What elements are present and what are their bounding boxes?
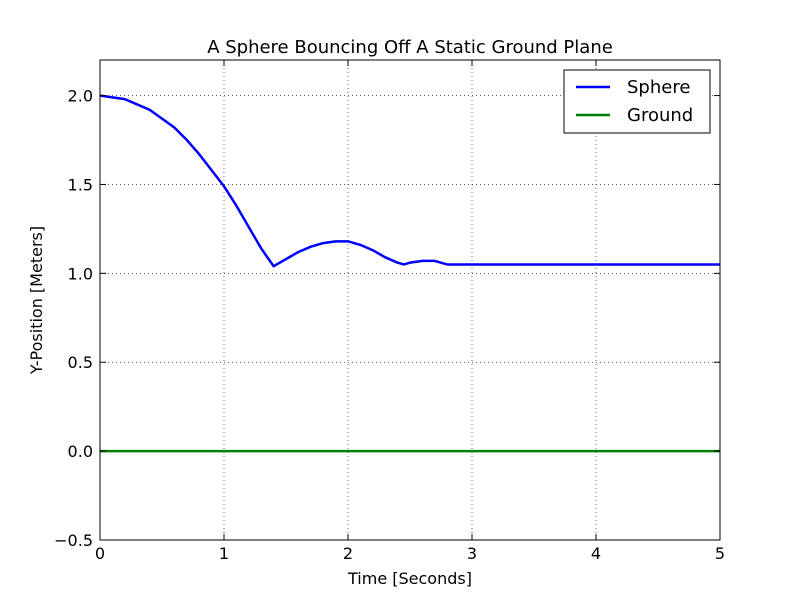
chart-title: A Sphere Bouncing Off A Static Ground Pl… <box>207 37 613 58</box>
legend-label-sphere: Sphere <box>627 77 690 98</box>
y-tick-label: 0.0 <box>68 442 93 461</box>
y-axis-label: Y-Position [Meters] <box>27 226 46 375</box>
y-tick-label: 1.5 <box>68 175 93 194</box>
plot-frame <box>99 59 721 541</box>
legend-box <box>563 69 711 134</box>
x-axis-label: Time [Seconds] <box>347 569 472 588</box>
x-tick-label: 2 <box>343 544 353 563</box>
x-tick-label: 4 <box>591 544 601 563</box>
series-line-sphere <box>99 94 720 268</box>
y-tick-label: 1.0 <box>68 264 93 283</box>
y-tick-label: −0.5 <box>54 531 93 550</box>
y-tick-label: 2.0 <box>68 87 93 106</box>
x-tick-label: 0 <box>95 544 105 563</box>
x-tick-label: 3 <box>467 544 477 563</box>
axis-ticks: 0 1 2 3 4 5 −0.5 0.0 0.5 1.0 1.5 2.0 <box>54 60 725 563</box>
series-lines <box>99 94 720 453</box>
x-tick-label: 5 <box>715 544 725 563</box>
legend-label-ground: Ground <box>627 105 693 126</box>
legend: Sphere Ground <box>563 69 711 134</box>
x-tick-label: 1 <box>219 544 229 563</box>
plot-area <box>100 60 720 540</box>
y-tick-label: 0.5 <box>68 353 93 372</box>
